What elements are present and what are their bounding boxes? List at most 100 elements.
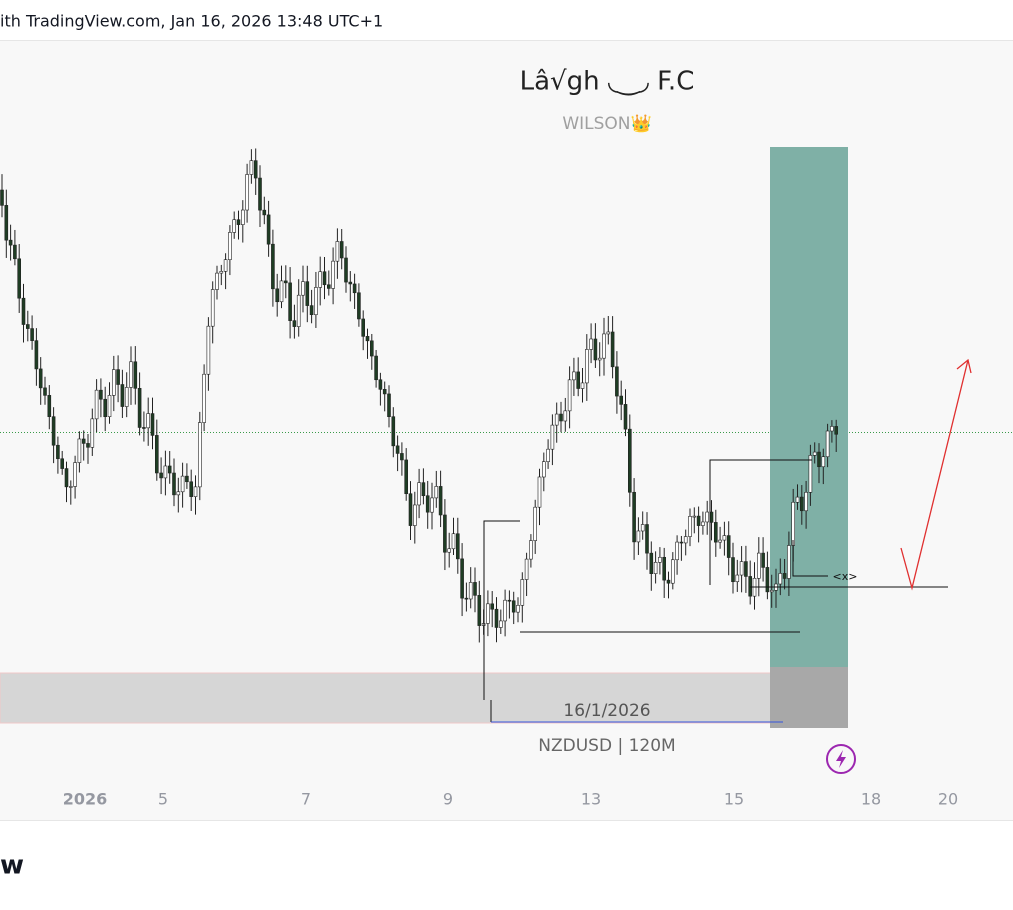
candle-body (249, 160, 254, 175)
candle-body (670, 559, 675, 584)
candle-body (602, 333, 606, 359)
candle-body (266, 214, 271, 245)
candle-body (352, 283, 357, 294)
candle-body (756, 552, 761, 579)
stop-zone (770, 667, 848, 728)
candle-body (451, 533, 456, 550)
candle-body (606, 331, 611, 335)
candle-body (718, 539, 722, 543)
candle-body (808, 455, 813, 493)
candle-body (382, 389, 387, 395)
zone (0, 672, 786, 724)
candle-body (748, 576, 753, 597)
candle-body (64, 468, 69, 488)
candle-body (597, 357, 602, 361)
candle-body (408, 493, 413, 526)
candle-body (524, 558, 529, 580)
candle-body (804, 491, 808, 512)
candle-body (56, 444, 60, 460)
candle-body (584, 349, 589, 384)
candle-body (326, 284, 331, 289)
candle-body (619, 395, 624, 405)
candle-body (73, 462, 77, 487)
candle-body (51, 416, 56, 446)
candle-body (387, 393, 391, 418)
time-axis: 2026 5 7 9 13 15 18 20 (63, 790, 958, 809)
candle-body (189, 481, 193, 497)
candle-body (400, 453, 404, 461)
candle-body (219, 271, 224, 274)
time-label: 7 (301, 790, 311, 809)
candle-body (516, 605, 520, 613)
candle-body (275, 288, 280, 303)
candle-body (722, 535, 727, 541)
candle-body (782, 573, 787, 579)
lightning-icon[interactable] (826, 744, 856, 774)
candle-body (81, 438, 86, 444)
candle-body (679, 541, 684, 544)
candle-body (357, 292, 361, 320)
candle-body (30, 328, 34, 341)
candle-body (236, 219, 241, 225)
candle-body (701, 521, 705, 526)
candle-body (374, 355, 378, 381)
candle-body (103, 398, 107, 418)
candle-body (395, 445, 400, 454)
candle-body (683, 536, 688, 544)
watermark-title: Lâ√gh ◟‿◞ F.C (520, 67, 695, 97)
candle-body (769, 589, 774, 593)
candle-body (705, 511, 710, 523)
footer-logo: w (0, 851, 24, 881)
time-label: 13 (581, 790, 601, 809)
time-label: 9 (443, 790, 453, 809)
candle-body (662, 556, 667, 581)
candle-body (124, 387, 129, 407)
candle-body (507, 599, 512, 602)
candle-body (692, 515, 697, 518)
candle-body (438, 486, 443, 516)
candle-body (739, 561, 744, 576)
candle-body (116, 369, 120, 385)
candle-body (185, 475, 189, 483)
candle-body (241, 209, 245, 225)
candle-body (486, 603, 490, 624)
candle-body (520, 579, 525, 606)
candle-body (198, 422, 202, 488)
symbol-label: NZDUSD | 120M (538, 736, 675, 756)
candle-body (69, 486, 73, 488)
candle-body (99, 389, 103, 400)
candle-body (636, 530, 641, 543)
box-line (483, 520, 520, 700)
candle-body (365, 336, 370, 342)
candle-body (283, 280, 288, 284)
candle-body (477, 595, 482, 626)
candle-body (791, 501, 796, 546)
candle-body (77, 438, 82, 463)
candle-body (262, 209, 267, 216)
candle-body (498, 620, 503, 628)
candle-body (142, 427, 146, 429)
candle-body (245, 174, 249, 211)
candle-body (713, 522, 718, 543)
candle-body (369, 340, 374, 357)
candle-body (494, 608, 499, 628)
candle-body (425, 495, 430, 513)
candle-body (447, 548, 452, 553)
candle-body (296, 294, 301, 327)
watermark-subtitle: WILSON👑 (562, 114, 651, 134)
candle-body (38, 368, 43, 389)
candle-body (812, 451, 817, 456)
candle-body (86, 443, 90, 448)
candle-body (615, 366, 619, 397)
candle-body (8, 239, 13, 246)
candle-body (464, 597, 469, 600)
candle-body (305, 281, 310, 306)
candle-body (180, 475, 185, 493)
candles (0, 148, 839, 643)
candle-body (90, 418, 95, 448)
candle-body (47, 395, 52, 417)
date-label: 16/1/2026 (563, 701, 650, 721)
candle-body (731, 557, 735, 583)
candle-body (443, 514, 447, 553)
candle-body (176, 491, 181, 496)
